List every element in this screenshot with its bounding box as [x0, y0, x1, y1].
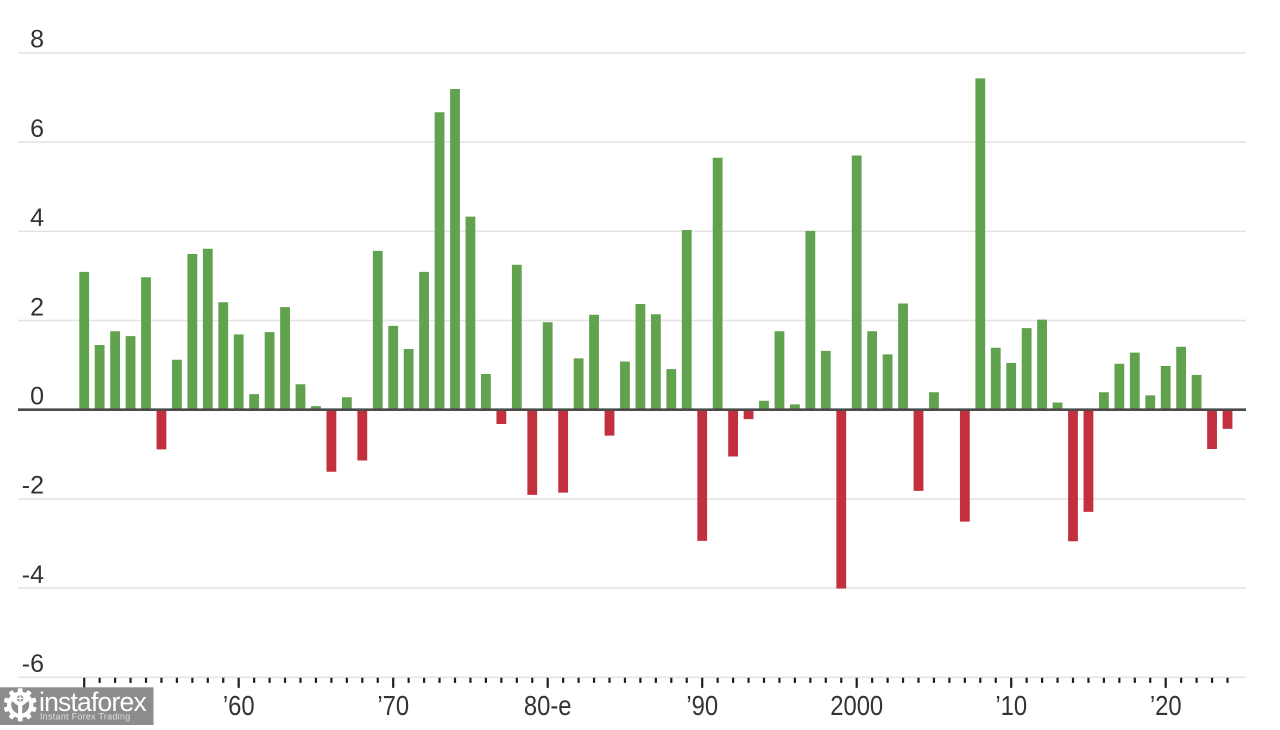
svg-text:’20: ’20	[1150, 689, 1182, 721]
svg-text:2000: 2000	[830, 689, 883, 721]
svg-text:2: 2	[30, 293, 44, 321]
svg-text:-4: -4	[22, 561, 44, 589]
svg-text:80-e: 80-e	[524, 689, 572, 721]
svg-text:Instant Forex Trading: Instant Forex Trading	[40, 712, 130, 722]
svg-text:’60: ’60	[223, 689, 255, 721]
svg-text:instaforex: instaforex	[39, 687, 146, 717]
svg-text:6: 6	[30, 115, 44, 143]
svg-text:-2: -2	[22, 472, 44, 500]
svg-text:0: 0	[30, 383, 44, 411]
svg-text:’70: ’70	[377, 689, 409, 721]
svg-text:-6: -6	[22, 650, 44, 678]
svg-text:’10: ’10	[995, 689, 1027, 721]
svg-text:8: 8	[30, 26, 44, 54]
svg-text:4: 4	[30, 204, 44, 232]
svg-text:’90: ’90	[686, 689, 718, 721]
